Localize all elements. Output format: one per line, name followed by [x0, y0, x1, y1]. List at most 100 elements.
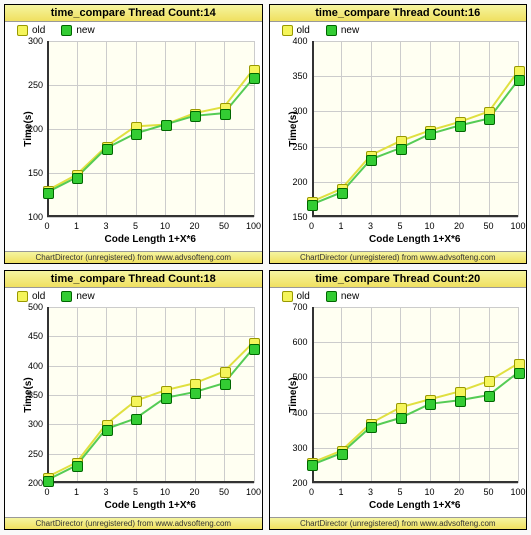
marker-old [396, 403, 407, 414]
marker-new [43, 188, 54, 199]
legend-old-label: old [297, 291, 310, 302]
marker-new [220, 109, 231, 120]
square-marker-icon [282, 25, 293, 36]
square-marker-icon [326, 291, 337, 302]
marker-new [249, 344, 260, 355]
gridline-h [312, 483, 519, 484]
chart-panel-c14: time_compare Thread Count:14oldnew100150… [4, 4, 263, 264]
xtick-label: 0 [44, 487, 49, 497]
xtick-label: 50 [483, 487, 493, 497]
marker-new [102, 144, 113, 155]
chart-panel-c18: time_compare Thread Count:18oldnew200250… [4, 270, 263, 530]
xtick-label: 1 [338, 487, 343, 497]
x-axis-label: Code Length 1+X*6 [105, 500, 196, 511]
marker-new [484, 114, 495, 125]
xtick-label: 10 [160, 221, 170, 231]
plot-area: 2003004005006007000135102050100Time(s)Co… [312, 307, 519, 483]
y-axis-label: Time(s) [23, 377, 34, 412]
legend-new-label: new [341, 291, 359, 302]
xtick-label: 20 [189, 221, 199, 231]
ytick-label: 500 [17, 302, 43, 312]
legend-new: new [326, 291, 359, 302]
xtick-label: 50 [483, 221, 493, 231]
xtick-label: 5 [133, 221, 138, 231]
marker-new [72, 173, 83, 184]
marker-new [484, 391, 495, 402]
chart-panel-c16: time_compare Thread Count:16oldnew150200… [269, 4, 528, 264]
xtick-label: 10 [160, 487, 170, 497]
legend-new: new [61, 25, 94, 36]
marker-new [220, 379, 231, 390]
marker-new [514, 368, 525, 379]
marker-new [455, 396, 466, 407]
xtick-label: 3 [103, 221, 108, 231]
legend-old-label: old [32, 291, 45, 302]
xtick-label: 0 [44, 221, 49, 231]
xtick-label: 5 [133, 487, 138, 497]
xtick-label: 100 [510, 221, 525, 231]
gridline-h [47, 217, 254, 218]
chart-title: time_compare Thread Count:20 [270, 271, 527, 288]
legend-old-label: old [32, 25, 45, 36]
xtick-label: 20 [454, 221, 464, 231]
marker-old [484, 376, 495, 387]
ytick-label: 400 [282, 36, 308, 46]
y-axis-label: Time(s) [288, 111, 299, 146]
marker-new [131, 414, 142, 425]
marker-new [514, 75, 525, 86]
chart-title: time_compare Thread Count:14 [5, 5, 262, 22]
xtick-label: 1 [74, 221, 79, 231]
marker-new [307, 200, 318, 211]
xtick-label: 5 [397, 487, 402, 497]
legend: old new [5, 22, 262, 39]
ytick-label: 150 [17, 168, 43, 178]
xtick-label: 20 [189, 487, 199, 497]
x-axis-label: Code Length 1+X*6 [369, 234, 460, 245]
marker-new [43, 476, 54, 487]
xtick-label: 100 [246, 487, 261, 497]
ytick-label: 300 [17, 36, 43, 46]
marker-new [366, 155, 377, 166]
marker-new [161, 393, 172, 404]
marker-new [396, 413, 407, 424]
ytick-label: 700 [282, 302, 308, 312]
watermark: ChartDirector (unregistered) from www.ad… [270, 517, 527, 529]
legend-old: old [282, 291, 310, 302]
ytick-label: 300 [282, 443, 308, 453]
series-svg [47, 307, 254, 483]
ytick-label: 150 [282, 212, 308, 222]
legend-new-label: new [341, 25, 359, 36]
line-old [312, 71, 519, 202]
chart-title: time_compare Thread Count:16 [270, 5, 527, 22]
marker-new [366, 422, 377, 433]
xtick-label: 3 [368, 221, 373, 231]
ytick-label: 200 [17, 478, 43, 488]
watermark: ChartDirector (unregistered) from www.ad… [270, 251, 527, 263]
gridline-v [518, 307, 519, 483]
watermark: ChartDirector (unregistered) from www.ad… [5, 251, 262, 263]
x-axis-label: Code Length 1+X*6 [105, 234, 196, 245]
marker-new [102, 425, 113, 436]
chart-grid: time_compare Thread Count:14oldnew100150… [4, 4, 527, 530]
y-axis-label: Time(s) [23, 111, 34, 146]
marker-new [161, 120, 172, 131]
xtick-label: 5 [397, 221, 402, 231]
marker-new [131, 129, 142, 140]
ytick-label: 250 [17, 80, 43, 90]
legend-old: old [282, 25, 310, 36]
legend: old new [270, 288, 527, 305]
xtick-label: 3 [368, 487, 373, 497]
chart-panel-c20: time_compare Thread Count:20oldnew200300… [269, 270, 528, 530]
legend: oldnew [5, 288, 262, 305]
ytick-label: 250 [17, 449, 43, 459]
xtick-label: 1 [74, 487, 79, 497]
xtick-label: 50 [219, 487, 229, 497]
marker-new [337, 449, 348, 460]
legend-old: old [17, 291, 45, 302]
xtick-label: 50 [219, 221, 229, 231]
marker-new [190, 111, 201, 122]
ytick-label: 200 [282, 478, 308, 488]
legend: old new [270, 22, 527, 39]
gridline-h [47, 483, 254, 484]
marker-new [425, 129, 436, 140]
